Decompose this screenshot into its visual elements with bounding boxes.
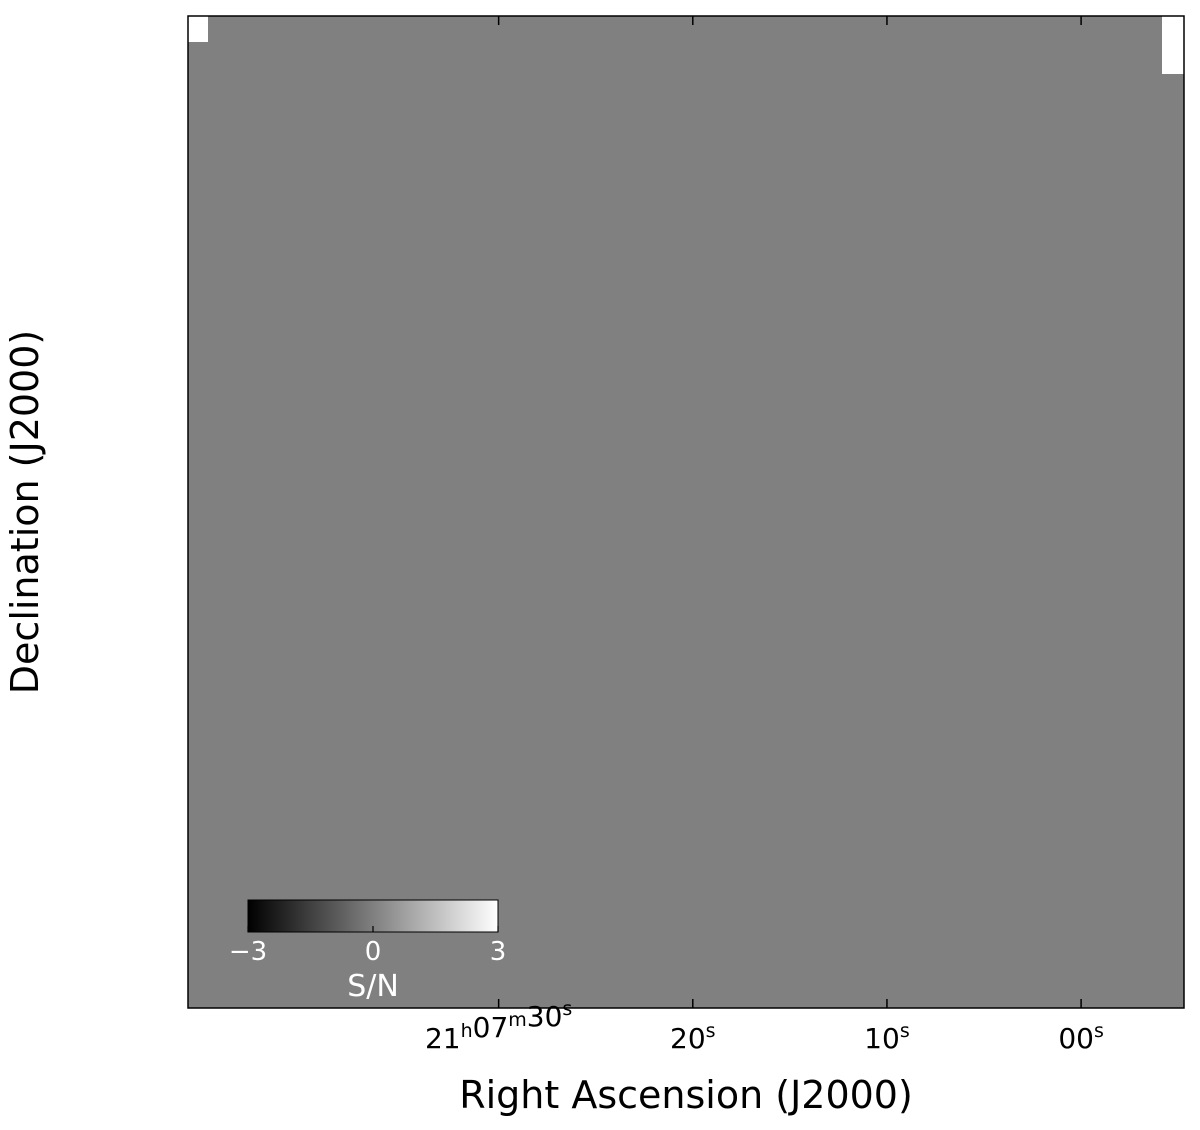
axis-ticks bbox=[497, 16, 1082, 1008]
blank-corner bbox=[1162, 16, 1184, 74]
x-tick-label: 21h07m30s bbox=[425, 998, 572, 1055]
colorbar-tick-label: 0 bbox=[365, 937, 382, 967]
x-tick-label: 20s bbox=[670, 1020, 716, 1055]
y-axis-label: Declination (J2000) bbox=[3, 330, 47, 694]
colorbar: −3 0 3 S/N bbox=[229, 899, 506, 1004]
noise-disk-base bbox=[307, 0, 1200, 8]
x-tick-label: 00s bbox=[1058, 1020, 1104, 1055]
x-axis-label: Right Ascension (J2000) bbox=[459, 1073, 913, 1117]
noise-disk bbox=[307, 0, 1200, 8]
colorbar-label: S/N bbox=[347, 969, 399, 1004]
colorbar-tick-label: 3 bbox=[490, 937, 507, 967]
plot-frame bbox=[187, 15, 1185, 1009]
x-tick-label: 10s bbox=[864, 1020, 910, 1055]
colorbar-ticks: −3 0 3 bbox=[229, 926, 506, 967]
blank-corner bbox=[188, 16, 208, 42]
sn-image bbox=[188, 0, 1200, 1008]
axis-tick-labels: 21h07m30s20s10s00s23°36'34'32'30'28' bbox=[425, 998, 1104, 1055]
colorbar-tick-label: −3 bbox=[229, 937, 267, 967]
map-background bbox=[188, 16, 1184, 1008]
